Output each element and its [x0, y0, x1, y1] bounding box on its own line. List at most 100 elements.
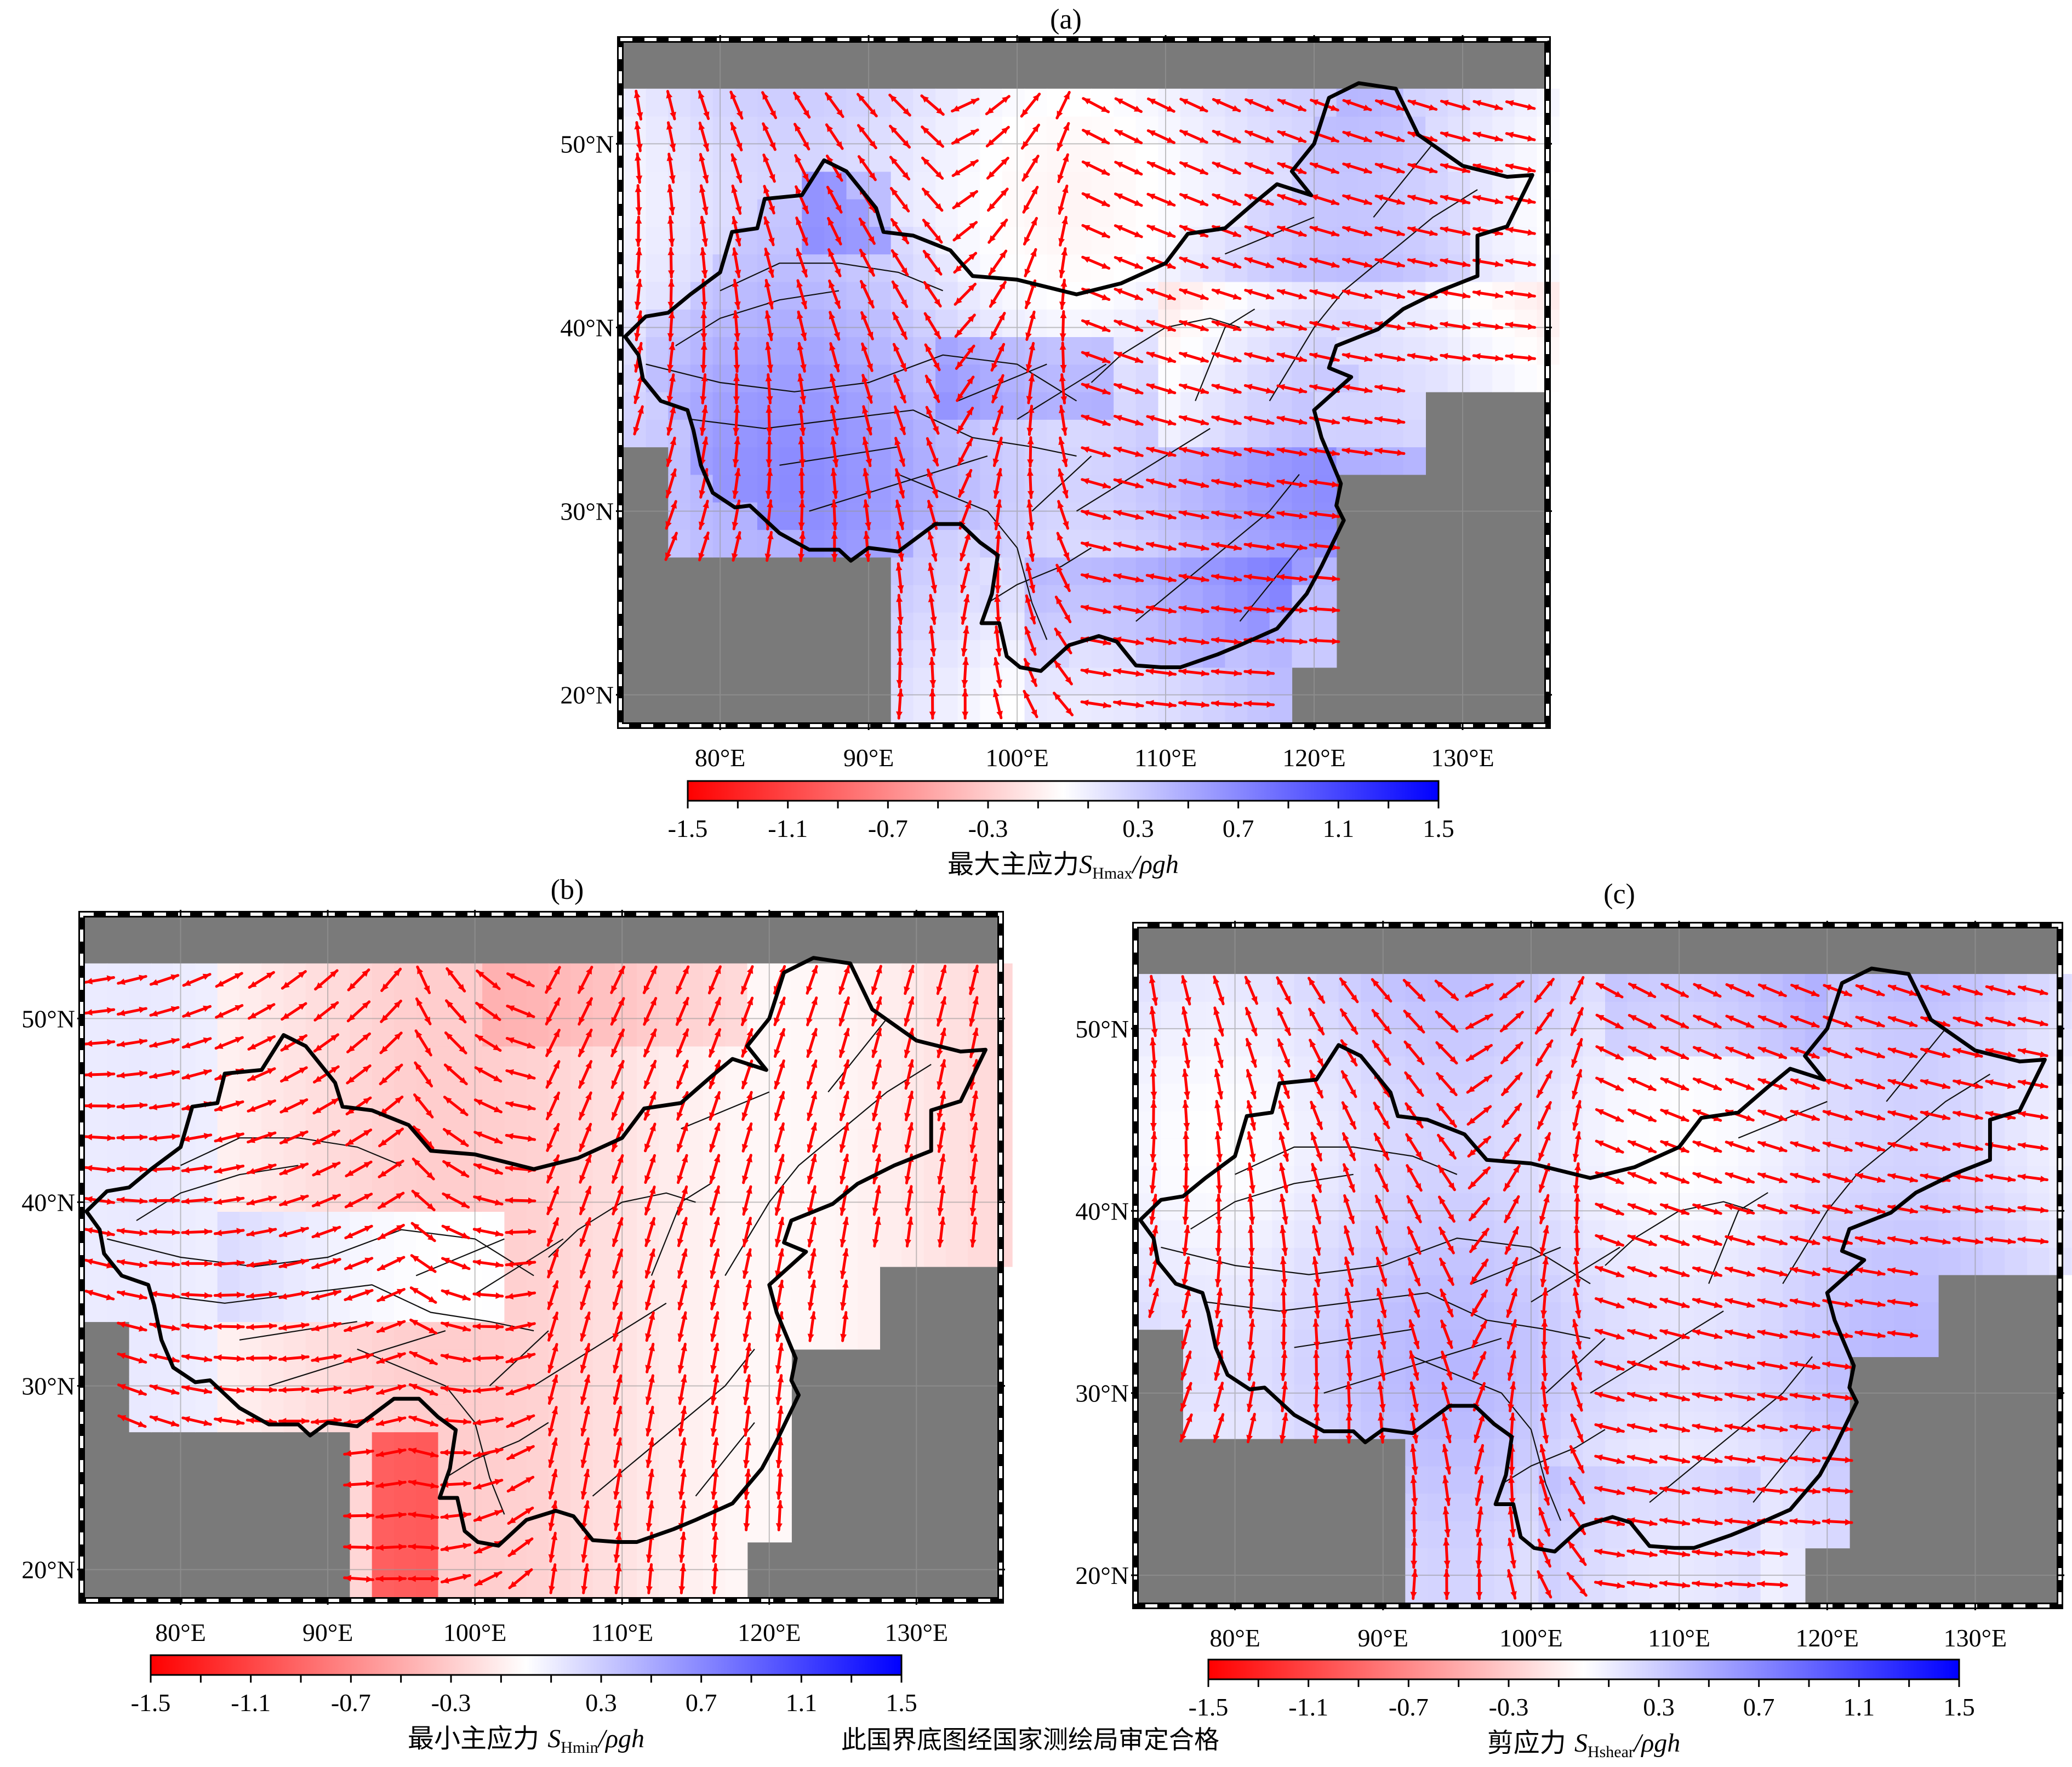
vector-arrowhead	[1180, 383, 1188, 390]
vector-arrowhead	[929, 711, 936, 719]
field-cell	[1047, 337, 1070, 365]
vector-arrowhead	[1026, 396, 1033, 403]
field-cell	[1135, 612, 1159, 640]
vector-arrowhead	[236, 1228, 243, 1235]
field-cell	[394, 1321, 417, 1350]
vector-arrowhead	[732, 522, 739, 529]
vector-arrowhead	[1429, 355, 1437, 362]
vector-arrowhead	[398, 1575, 406, 1582]
vector-arrowhead	[204, 1196, 211, 1204]
field-cell	[1294, 1384, 1317, 1412]
field-cell	[350, 1046, 373, 1074]
field-cell	[1605, 1575, 1628, 1603]
vector-arrowhead	[1180, 320, 1188, 327]
field-cell	[129, 1128, 152, 1157]
vector-arrowhead	[963, 595, 970, 603]
field-cell	[1671, 974, 1694, 1002]
vector-arrowhead	[1310, 542, 1317, 549]
vector-arrowhead	[507, 1421, 515, 1427]
vector-arrowhead	[836, 109, 843, 117]
vector-arrowhead	[1168, 702, 1175, 708]
vector-arrowhead	[215, 1261, 222, 1268]
vector-arrowhead	[633, 91, 641, 98]
vector-arrowhead	[1265, 230, 1273, 237]
field-cell	[1202, 391, 1226, 420]
vector-arrowhead	[475, 1579, 483, 1586]
vector-arrowhead	[927, 501, 934, 509]
field-cell	[1516, 1384, 1539, 1412]
vector-arrowhead	[1032, 125, 1039, 133]
vector-arrowhead	[1212, 447, 1220, 454]
vector-arrowhead	[1299, 512, 1306, 520]
vector-arrowhead	[474, 1259, 481, 1266]
vector-arrowhead	[347, 1045, 355, 1052]
vector-arrowhead	[184, 979, 191, 986]
vector-arrowhead	[865, 458, 872, 466]
vector-arrowhead	[922, 158, 930, 165]
vector-arrowhead	[1233, 481, 1241, 488]
vector-arrowhead	[118, 1415, 127, 1422]
field-cell	[1114, 337, 1137, 365]
vector-arrowhead	[312, 1325, 319, 1332]
vector-arrowhead	[345, 1294, 353, 1301]
vector-arrowhead	[1527, 323, 1535, 330]
field-cell	[946, 1239, 969, 1267]
field-cell	[1403, 447, 1426, 475]
vector-arrowhead	[703, 501, 709, 509]
vector-arrowhead	[417, 967, 424, 974]
vector-arrowhead	[378, 1233, 386, 1239]
field-cell	[1114, 557, 1137, 585]
vector-arrowhead	[333, 1353, 341, 1360]
field-cell	[1161, 1056, 1184, 1084]
vector-arrowhead	[701, 406, 708, 413]
field-cell	[1336, 116, 1359, 145]
field-cell	[526, 1542, 549, 1570]
vector-arrowhead	[1408, 321, 1415, 328]
vector-arrowhead	[1167, 293, 1175, 300]
field-cell	[526, 1459, 549, 1487]
vector-arrowhead	[475, 1547, 483, 1553]
vector-arrowhead	[118, 1103, 125, 1110]
vector-arrowhead	[458, 984, 465, 991]
field-cell	[1649, 1165, 1673, 1193]
field-cell	[725, 1514, 748, 1543]
field-cell	[1516, 1056, 1539, 1084]
field-cell	[747, 1128, 770, 1157]
vector-arrowhead	[85, 1071, 93, 1078]
field-cell	[173, 1183, 196, 1212]
vector-arrowhead	[960, 584, 967, 592]
vector-arrowhead	[203, 1069, 211, 1076]
vector-arrowhead	[428, 1296, 436, 1303]
vector-arrowhead	[397, 1384, 405, 1391]
vector-arrowhead	[365, 1321, 373, 1328]
field-cell	[151, 1046, 174, 1074]
vector-arrowhead	[1201, 544, 1208, 551]
vector-arrowhead	[1031, 218, 1037, 226]
field-cell	[217, 1349, 240, 1377]
vector-arrowhead	[767, 333, 774, 340]
vector-arrowhead	[378, 1264, 386, 1270]
vector-arrowhead	[868, 236, 875, 244]
vector-arrowhead	[106, 1262, 114, 1269]
vector-arrowhead	[1310, 479, 1317, 486]
field-cell	[1269, 640, 1293, 668]
vector-arrowhead	[1266, 701, 1274, 708]
vector-arrowhead	[236, 1419, 243, 1426]
vector-arrowhead	[1266, 575, 1274, 583]
field-cell	[813, 1128, 836, 1157]
vector-arrowhead	[700, 333, 707, 340]
vector-arrowhead	[416, 999, 423, 1006]
vector-arrowhead	[506, 1069, 514, 1076]
vector-arrowhead	[1376, 226, 1384, 233]
vector-arrowhead	[960, 552, 966, 560]
vector-arrowhead	[1408, 163, 1416, 169]
field-cell	[1649, 1028, 1673, 1057]
field-cell	[946, 1183, 969, 1212]
field-cell	[802, 501, 825, 530]
vector-arrowhead	[833, 395, 840, 403]
vector-arrowhead	[953, 169, 961, 176]
field-cell	[779, 88, 802, 117]
vector-arrowhead	[1429, 230, 1437, 236]
vector-arrowhead	[900, 299, 907, 307]
field-cell	[1583, 1493, 1606, 1521]
